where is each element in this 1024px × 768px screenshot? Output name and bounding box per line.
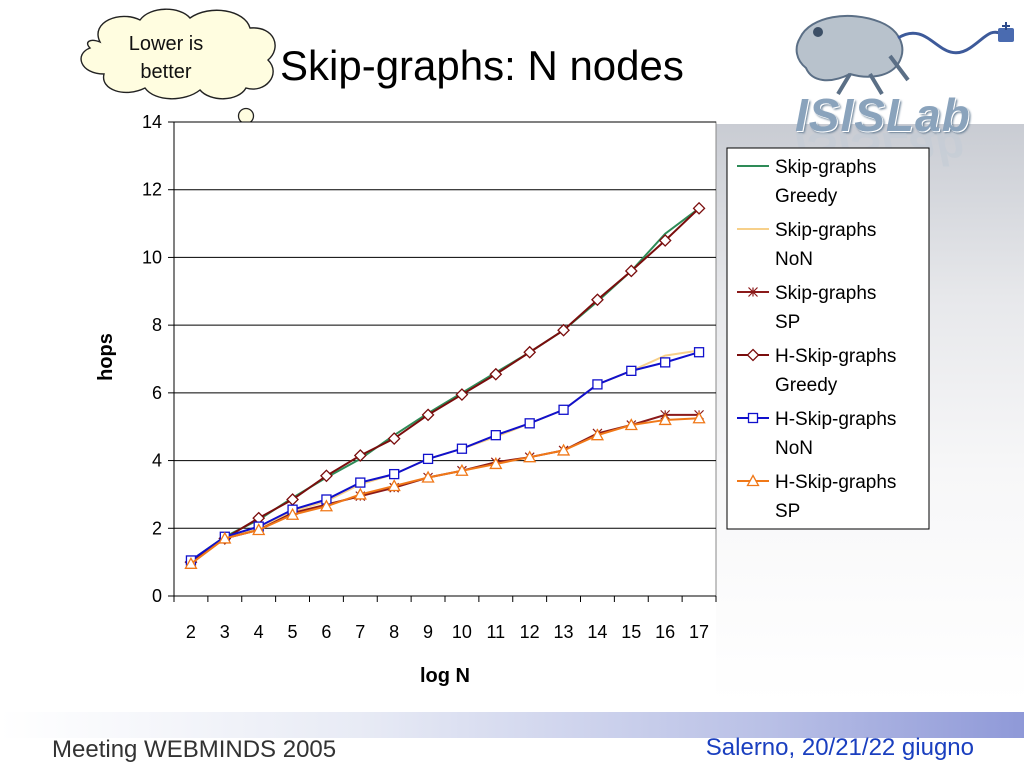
x-tick-label-8: 8 — [389, 622, 399, 642]
legend-marker-h-skip-graphs-sp — [746, 474, 760, 487]
point-h-skip-graphs-non-12 — [524, 418, 535, 429]
x-tick-label-6: 6 — [321, 622, 331, 642]
callout-cloud: Lower is better — [80, 8, 313, 176]
legend-marker-skip-graphs-sp — [748, 287, 758, 297]
x-tick-label-17: 17 — [689, 622, 709, 642]
legend-marker-h-skip-graphs-non — [747, 412, 759, 424]
point-h-skip-graphs-sp-2 — [184, 556, 198, 569]
x-tick-label-15: 15 — [621, 622, 641, 642]
x-tick-label-4: 4 — [254, 622, 264, 642]
point-h-skip-graphs-sp-5 — [285, 507, 300, 520]
point-h-skip-graphs-greedy-9 — [421, 408, 435, 422]
point-h-skip-graphs-non-9 — [422, 453, 434, 465]
x-tick-label-5: 5 — [288, 622, 298, 642]
callout-line-2: better — [140, 61, 191, 83]
point-h-skip-graphs-sp-8 — [387, 479, 401, 492]
y-tick-label-0: 0 — [152, 586, 162, 606]
series-line-h-skip-graphs-non — [190, 351, 700, 562]
y-tick-label-6: 6 — [152, 383, 162, 403]
legend-label-h-skip-graphs-non-line1: H-Skip-graphs — [775, 409, 896, 430]
point-h-skip-graphs-sp-15 — [624, 418, 638, 431]
point-h-skip-graphs-non-14 — [592, 379, 603, 390]
point-h-skip-graphs-non-17 — [693, 347, 705, 358]
x-tick-label-3: 3 — [220, 622, 230, 642]
legend-label-h-skip-graphs-greedy-line1: H-Skip-graphs — [775, 346, 896, 367]
point-h-skip-graphs-greedy-7 — [353, 449, 367, 462]
legend-label-h-skip-graphs-non-line2: NoN — [775, 438, 813, 459]
logo-mascot-icon — [795, 15, 1014, 96]
y-tick-label-8: 8 — [152, 315, 162, 335]
point-h-skip-graphs-greedy-6 — [320, 469, 333, 483]
point-h-skip-graphs-sp-13 — [556, 443, 571, 456]
point-h-skip-graphs-non-10 — [456, 443, 468, 454]
point-h-skip-graphs-greedy-16 — [658, 234, 672, 247]
y-tick-label-12: 12 — [142, 180, 162, 200]
point-h-skip-graphs-sp-6 — [319, 499, 334, 512]
chart-legend: Skip-graphs Greedy Skip-graphs NoN Skip-grap… — [726, 147, 930, 530]
footer-band — [0, 712, 1024, 738]
callout-line-1: Lower is — [129, 33, 203, 55]
point-h-skip-graphs-greedy-10 — [455, 388, 469, 401]
point-h-skip-graphs-sp-17 — [692, 411, 706, 424]
point-h-skip-graphs-greedy-15 — [624, 264, 638, 278]
series-line-h-skip-graphs-greedy — [190, 207, 700, 563]
point-h-skip-graphs-sp-16 — [658, 413, 672, 426]
x-tick-label-14: 14 — [587, 622, 607, 642]
point-h-skip-graphs-sp-9 — [421, 470, 435, 483]
x-tick-label-2: 2 — [186, 622, 196, 642]
point-h-skip-graphs-non-13 — [558, 404, 569, 415]
point-h-skip-graphs-greedy-12 — [523, 345, 537, 359]
legend-marker-h-skip-graphs-greedy — [746, 348, 760, 362]
x-tick-label-16: 16 — [655, 622, 675, 642]
x-tick-label-9: 9 — [423, 622, 433, 642]
y-tick-label-4: 4 — [152, 451, 162, 471]
legend-label-h-skip-graphs-sp-line2: SP — [775, 501, 800, 522]
x-axis-label: log N — [420, 665, 470, 687]
point-h-skip-graphs-non-11 — [490, 430, 501, 441]
legend-label-skip-graphs-non-line1: Skip-graphs — [775, 220, 876, 241]
legend-label-skip-graphs-greedy-line1: Skip-graphs — [775, 157, 876, 178]
y-tick-label-14: 14 — [142, 112, 162, 132]
point-h-skip-graphs-greedy-17 — [692, 201, 706, 215]
y-tick-label-2: 2 — [152, 518, 162, 538]
x-tick-label-13: 13 — [554, 622, 574, 642]
legend-label-skip-graphs-sp-line1: Skip-graphs — [775, 283, 876, 304]
point-h-skip-graphs-non-8 — [389, 468, 400, 480]
point-h-skip-graphs-sp-11 — [489, 457, 503, 470]
point-h-skip-graphs-greedy-8 — [387, 432, 401, 445]
footer-location-date: Salerno, 20/21/22 giugno — [705, 734, 974, 761]
legend-label-skip-graphs-greedy-line2: Greedy — [775, 186, 838, 207]
legend-label-skip-graphs-non-line2: NoN — [775, 249, 813, 270]
point-h-skip-graphs-sp-7 — [353, 487, 367, 500]
point-h-skip-graphs-sp-3 — [218, 531, 232, 544]
legend-label-h-skip-graphs-greedy-line2: Greedy — [775, 375, 838, 396]
slide-title: Skip-graphs: N nodes — [280, 42, 684, 89]
point-h-skip-graphs-sp-12 — [523, 450, 537, 463]
point-h-skip-graphs-sp-10 — [455, 463, 469, 476]
x-tick-label-10: 10 — [452, 622, 472, 642]
point-h-skip-graphs-sp-4 — [252, 523, 266, 536]
point-h-skip-graphs-greedy-13 — [557, 323, 570, 337]
series-h-skip-graphs-sp — [184, 411, 706, 569]
x-tick-label-12: 12 — [520, 622, 540, 642]
legend-box — [726, 147, 930, 530]
x-tick-label-11: 11 — [486, 622, 505, 642]
point-h-skip-graphs-non-7 — [355, 477, 366, 488]
y-axis-label: hops — [95, 333, 117, 381]
logo-wordmark: ISISLab — [795, 89, 971, 141]
series-line-h-skip-graphs-sp — [190, 417, 700, 565]
point-h-skip-graphs-sp-14 — [590, 428, 605, 441]
point-h-skip-graphs-non-16 — [660, 357, 671, 368]
point-h-skip-graphs-non-15 — [626, 365, 637, 377]
x-tick-label-7: 7 — [355, 622, 365, 642]
series-h-skip-graphs-greedy — [184, 201, 706, 569]
legend-label-h-skip-graphs-sp-line1: H-Skip-graphs — [775, 472, 896, 493]
footer-event: Meeting WEBMINDS 2005 — [52, 736, 337, 763]
point-h-skip-graphs-greedy-14 — [591, 293, 604, 307]
y-tick-label-10: 10 — [142, 247, 162, 267]
point-h-skip-graphs-greedy-11 — [489, 367, 503, 381]
legend-label-skip-graphs-sp-line2: SP — [775, 312, 800, 333]
